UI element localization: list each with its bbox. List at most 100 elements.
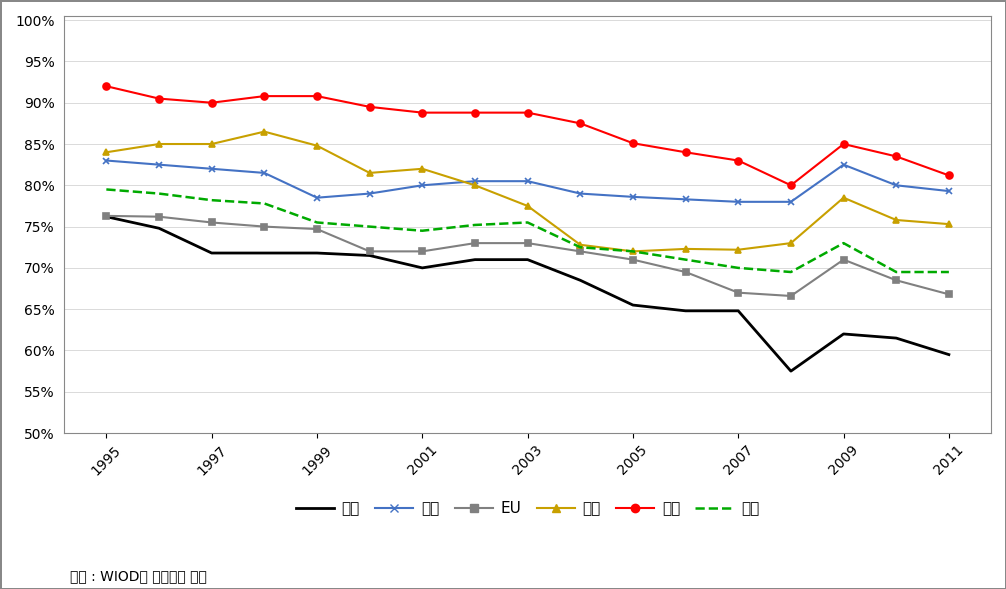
미국 xyxy=(943,187,955,194)
EU xyxy=(521,240,533,247)
중국 xyxy=(153,141,165,148)
중국 xyxy=(943,221,955,228)
미국 xyxy=(838,161,850,168)
독일 xyxy=(838,240,850,247)
독일 xyxy=(732,264,744,272)
EU xyxy=(101,212,113,219)
한국 xyxy=(943,351,955,358)
중국 xyxy=(627,248,639,255)
일본 xyxy=(205,99,217,106)
일본 xyxy=(627,140,639,147)
미국 xyxy=(259,170,271,177)
한국 xyxy=(679,307,691,315)
Line: 독일: 독일 xyxy=(107,190,949,272)
미국 xyxy=(101,157,113,164)
한국 xyxy=(838,330,850,337)
독일 xyxy=(574,244,586,251)
Text: 자료 : WIOD를 이용하여 작성: 자료 : WIOD를 이용하여 작성 xyxy=(70,569,207,583)
한국 xyxy=(785,368,797,375)
한국 xyxy=(469,256,481,263)
EU xyxy=(732,289,744,296)
한국 xyxy=(205,250,217,257)
중국 xyxy=(205,141,217,148)
Line: 일본: 일본 xyxy=(103,82,953,189)
한국 xyxy=(732,307,744,315)
일본 xyxy=(521,109,533,116)
EU xyxy=(205,219,217,226)
EU xyxy=(311,226,323,233)
중국 xyxy=(363,170,375,177)
한국 xyxy=(416,264,429,272)
독일 xyxy=(627,248,639,255)
독일 xyxy=(469,221,481,229)
일본 xyxy=(469,109,481,116)
독일 xyxy=(101,186,113,193)
미국 xyxy=(153,161,165,168)
미국 xyxy=(363,190,375,197)
독일 xyxy=(679,256,691,263)
중국 xyxy=(890,217,902,224)
일본 xyxy=(153,95,165,102)
일본 xyxy=(679,149,691,156)
미국 xyxy=(732,198,744,206)
중국 xyxy=(416,166,429,173)
EU xyxy=(838,256,850,263)
독일 xyxy=(416,227,429,234)
중국 xyxy=(838,194,850,201)
한국 xyxy=(363,252,375,259)
일본 xyxy=(311,92,323,100)
중국 xyxy=(785,240,797,247)
미국 xyxy=(627,193,639,200)
미국 xyxy=(574,190,586,197)
독일 xyxy=(785,269,797,276)
한국 xyxy=(521,256,533,263)
한국 xyxy=(101,213,113,220)
EU xyxy=(363,248,375,255)
중국 xyxy=(259,128,271,135)
한국 xyxy=(311,250,323,257)
중국 xyxy=(521,203,533,210)
EU xyxy=(259,223,271,230)
중국 xyxy=(732,246,744,253)
독일 xyxy=(153,190,165,197)
독일 xyxy=(311,219,323,226)
일본 xyxy=(890,153,902,160)
EU xyxy=(679,269,691,276)
한국 xyxy=(259,250,271,257)
중국 xyxy=(311,142,323,149)
미국 xyxy=(205,166,217,173)
독일 xyxy=(890,269,902,276)
Line: 중국: 중국 xyxy=(103,128,953,255)
한국 xyxy=(153,225,165,232)
일본 xyxy=(838,141,850,148)
미국 xyxy=(521,178,533,185)
한국 xyxy=(890,335,902,342)
미국 xyxy=(311,194,323,201)
한국 xyxy=(574,277,586,284)
한국 xyxy=(627,302,639,309)
EU xyxy=(890,277,902,284)
Line: 미국: 미국 xyxy=(103,157,953,206)
일본 xyxy=(416,109,429,116)
일본 xyxy=(101,82,113,90)
중국 xyxy=(101,149,113,156)
EU xyxy=(574,248,586,255)
Line: EU: EU xyxy=(103,213,953,299)
미국 xyxy=(416,182,429,189)
중국 xyxy=(574,241,586,249)
EU xyxy=(627,256,639,263)
EU xyxy=(153,213,165,220)
미국 xyxy=(785,198,797,206)
중국 xyxy=(679,246,691,253)
일본 xyxy=(943,172,955,179)
미국 xyxy=(890,182,902,189)
일본 xyxy=(732,157,744,164)
중국 xyxy=(469,182,481,189)
EU xyxy=(943,291,955,298)
Line: 한국: 한국 xyxy=(107,217,949,371)
일본 xyxy=(785,182,797,189)
독일 xyxy=(363,223,375,230)
독일 xyxy=(521,219,533,226)
일본 xyxy=(574,120,586,127)
미국 xyxy=(679,196,691,203)
